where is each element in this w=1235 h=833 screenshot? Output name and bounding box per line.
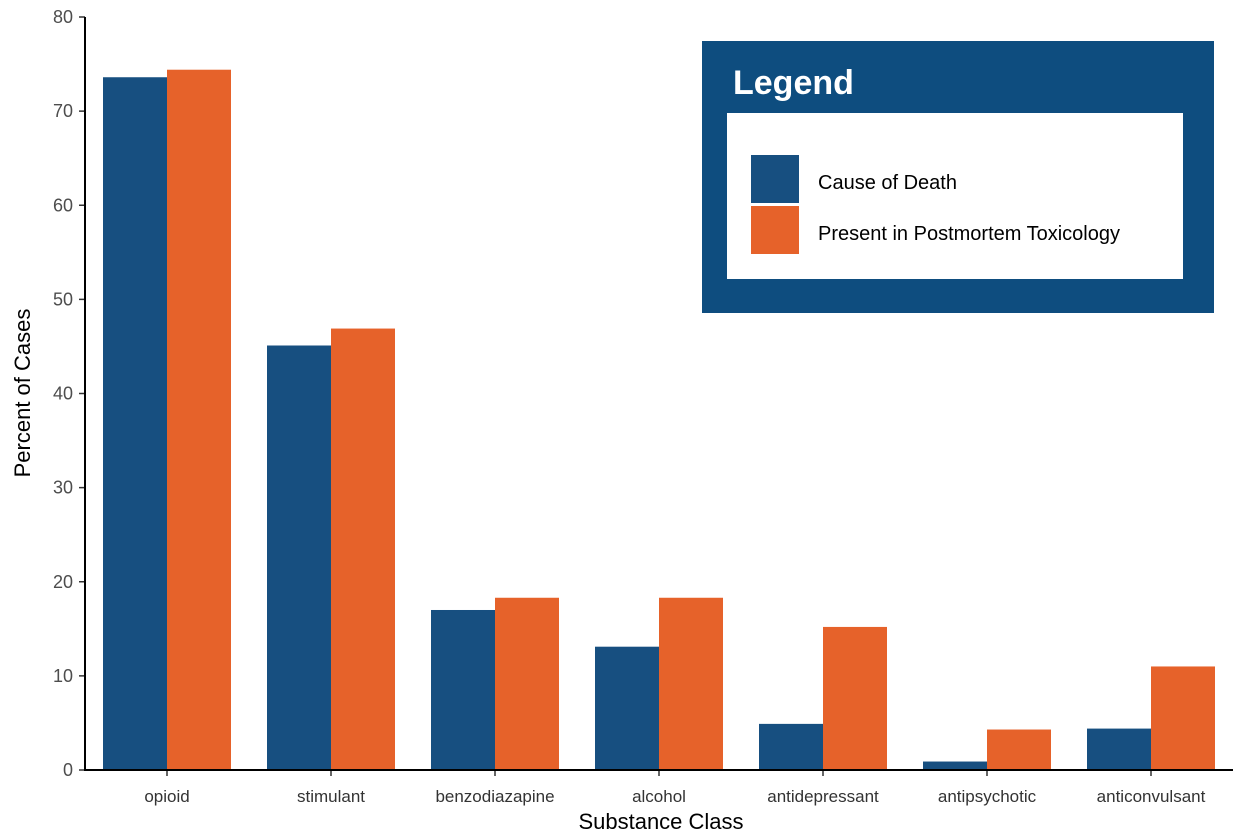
x-axis-ticks: opioid stimulant benzodiazapine alcohol anti… <box>144 770 1206 806</box>
bar-present-in-postmortem-toxicology-stimulant <box>331 328 395 770</box>
legend: Legend Cause of Death Present in Postmor… <box>702 41 1214 313</box>
legend-key-present-in-postmortem-toxicology <box>751 206 799 254</box>
x-tick-label-antipsychotic: antipsychotic <box>938 787 1037 806</box>
legend-title: Legend <box>733 64 854 102</box>
y-tick-label: 40 <box>53 384 73 404</box>
y-axis-title: Percent of Cases <box>10 309 35 478</box>
y-tick-label: 60 <box>53 195 73 215</box>
y-axis-ticks: 0 10 20 30 40 50 60 70 80 <box>53 7 85 780</box>
x-tick-label-antidepressant: antidepressant <box>767 787 879 806</box>
bar-cause-of-death-alcohol <box>595 646 659 770</box>
legend-label-present-in-postmortem-toxicology: Present in Postmortem Toxicology <box>818 223 1120 245</box>
bar-cause-of-death-antipsychotic <box>923 761 987 770</box>
y-tick-label: 70 <box>53 101 73 121</box>
bar-present-in-postmortem-toxicology-antipsychotic <box>987 729 1051 770</box>
y-tick-label: 30 <box>53 478 73 498</box>
bar-present-in-postmortem-toxicology-alcohol <box>659 597 723 770</box>
y-tick-label: 50 <box>53 289 73 309</box>
bar-present-in-postmortem-toxicology-opioid <box>167 69 231 770</box>
x-axis-title: Substance Class <box>578 809 743 833</box>
x-tick-label-stimulant: stimulant <box>297 787 365 806</box>
x-tick-label-opioid: opioid <box>144 787 189 806</box>
y-tick-label: 0 <box>63 760 73 780</box>
bar-cause-of-death-stimulant <box>267 345 331 770</box>
y-tick-label: 20 <box>53 572 73 592</box>
x-tick-label-alcohol: alcohol <box>632 787 686 806</box>
legend-key-cause-of-death <box>751 155 799 203</box>
bar-present-in-postmortem-toxicology-antidepressant <box>823 626 887 770</box>
x-tick-label-anticonvulsant: anticonvulsant <box>1097 787 1206 806</box>
bar-cause-of-death-opioid <box>103 77 167 771</box>
bar-cause-of-death-anticonvulsant <box>1087 728 1151 770</box>
bar-cause-of-death-benzodiazapine <box>431 609 495 770</box>
bar-present-in-postmortem-toxicology-anticonvulsant <box>1151 666 1215 770</box>
y-tick-label: 10 <box>53 666 73 686</box>
legend-label-cause-of-death: Cause of Death <box>818 172 957 194</box>
bars-group <box>103 69 1215 771</box>
bar-cause-of-death-antidepressant <box>759 723 823 770</box>
x-tick-label-benzodiazapine: benzodiazapine <box>435 787 554 806</box>
legend-body <box>727 113 1183 279</box>
y-tick-label: 80 <box>53 7 73 27</box>
bar-present-in-postmortem-toxicology-benzodiazapine <box>495 597 559 770</box>
